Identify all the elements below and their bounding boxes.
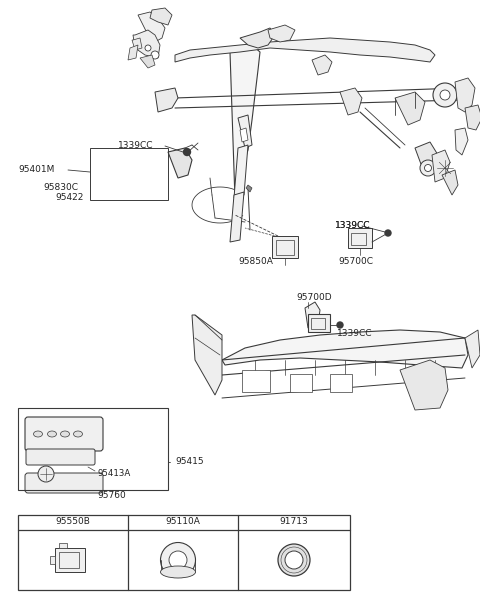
FancyBboxPatch shape xyxy=(25,417,103,451)
FancyBboxPatch shape xyxy=(26,449,95,465)
Circle shape xyxy=(38,466,54,482)
Ellipse shape xyxy=(73,431,83,437)
Text: 95830C: 95830C xyxy=(43,183,78,192)
Circle shape xyxy=(385,230,391,236)
Bar xyxy=(59,543,67,548)
Polygon shape xyxy=(340,88,362,115)
Polygon shape xyxy=(465,330,480,368)
Ellipse shape xyxy=(60,431,70,437)
Bar xyxy=(55,548,85,572)
Circle shape xyxy=(183,148,191,156)
Bar xyxy=(90,148,168,200)
Circle shape xyxy=(424,165,432,171)
Polygon shape xyxy=(140,55,155,68)
Bar xyxy=(351,233,366,245)
Text: 91713: 91713 xyxy=(280,517,308,526)
Circle shape xyxy=(420,160,436,176)
Text: 95700C: 95700C xyxy=(338,257,373,266)
Circle shape xyxy=(151,51,159,59)
Polygon shape xyxy=(240,28,275,48)
Bar xyxy=(18,515,350,590)
Circle shape xyxy=(285,551,303,569)
Text: 1339CC: 1339CC xyxy=(335,222,371,231)
Text: 1339CC: 1339CC xyxy=(337,329,372,338)
Polygon shape xyxy=(133,30,160,58)
Polygon shape xyxy=(305,302,320,328)
Polygon shape xyxy=(150,8,172,25)
Polygon shape xyxy=(168,148,192,178)
Text: 95850A: 95850A xyxy=(238,257,273,266)
Circle shape xyxy=(145,45,151,51)
Polygon shape xyxy=(312,55,332,75)
Polygon shape xyxy=(455,128,468,155)
Text: 95700D: 95700D xyxy=(296,293,332,302)
Polygon shape xyxy=(240,128,248,142)
Text: 95422: 95422 xyxy=(55,192,84,201)
Circle shape xyxy=(433,83,457,107)
Text: 95760: 95760 xyxy=(97,490,126,499)
Polygon shape xyxy=(132,38,142,50)
Text: 1339CC: 1339CC xyxy=(118,141,154,150)
Text: 95401M: 95401M xyxy=(18,165,54,174)
Bar xyxy=(330,374,352,392)
Polygon shape xyxy=(442,170,458,195)
Polygon shape xyxy=(246,185,252,192)
Polygon shape xyxy=(234,145,248,198)
Text: 95110A: 95110A xyxy=(166,517,201,526)
Bar xyxy=(272,236,298,258)
Ellipse shape xyxy=(34,431,43,437)
Bar xyxy=(242,370,270,392)
Polygon shape xyxy=(155,88,178,112)
Polygon shape xyxy=(400,360,448,410)
Ellipse shape xyxy=(48,431,57,437)
Polygon shape xyxy=(268,25,295,42)
Polygon shape xyxy=(455,78,475,112)
Polygon shape xyxy=(395,92,425,125)
Polygon shape xyxy=(192,315,222,395)
Polygon shape xyxy=(175,38,435,62)
Ellipse shape xyxy=(169,551,187,569)
Text: 1339CC: 1339CC xyxy=(335,222,371,231)
Bar xyxy=(18,408,168,490)
Circle shape xyxy=(440,90,450,100)
Polygon shape xyxy=(432,150,450,182)
Ellipse shape xyxy=(160,566,195,578)
Bar xyxy=(308,314,330,332)
Polygon shape xyxy=(128,45,138,60)
Bar xyxy=(50,556,55,564)
Bar xyxy=(290,374,312,392)
Text: 95415: 95415 xyxy=(175,457,204,466)
Polygon shape xyxy=(238,115,252,148)
Text: 95550B: 95550B xyxy=(56,517,90,526)
Polygon shape xyxy=(222,330,468,368)
Text: 95413A: 95413A xyxy=(97,469,130,478)
Circle shape xyxy=(278,544,310,576)
Bar xyxy=(276,240,294,255)
Bar xyxy=(348,228,372,248)
Bar xyxy=(311,318,325,329)
Polygon shape xyxy=(230,192,244,242)
Polygon shape xyxy=(230,45,260,200)
Bar xyxy=(59,552,79,568)
Ellipse shape xyxy=(160,543,195,578)
Polygon shape xyxy=(465,105,480,130)
FancyBboxPatch shape xyxy=(25,473,103,493)
Circle shape xyxy=(337,322,343,328)
Polygon shape xyxy=(138,12,165,42)
Polygon shape xyxy=(415,142,438,175)
